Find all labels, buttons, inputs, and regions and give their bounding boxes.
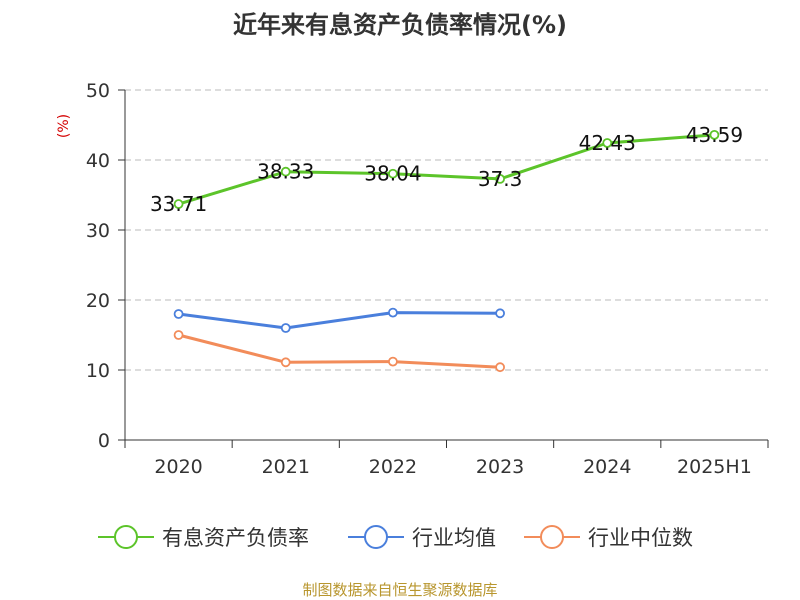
x-tick-label: 2020 — [154, 456, 202, 478]
y-tick-label: 20 — [86, 290, 110, 312]
legend-label: 有息资产负债率 — [162, 526, 309, 550]
x-tick-label: 2021 — [262, 456, 310, 478]
y-tick-label: 10 — [86, 360, 110, 382]
data-label: 43.59 — [686, 123, 743, 147]
series-point — [602, 138, 613, 148]
series-point — [173, 199, 184, 209]
chart-title: 近年来有息资产负债率情况(%) — [233, 11, 567, 39]
y-tick-label: 0 — [98, 430, 110, 452]
series-point — [173, 330, 184, 340]
series-point — [495, 308, 505, 319]
y-tick-label: 30 — [86, 220, 110, 242]
x-tick-label: 2025H1 — [677, 456, 752, 478]
data-label: 42.43 — [579, 131, 636, 155]
series-point — [495, 173, 505, 184]
series-line — [178, 311, 501, 330]
data-labels: 33.71 38.33 38.04 37.3 42.43 43.59 — [150, 123, 743, 216]
data-label: 33.71 — [150, 192, 207, 216]
series-point — [280, 357, 291, 368]
legend-label: 行业中位数 — [588, 526, 693, 550]
series-point — [388, 168, 398, 179]
legend-item: 行业中位数 — [524, 525, 693, 550]
data-label: 38.04 — [364, 162, 421, 186]
series-point — [280, 166, 291, 177]
series-line — [178, 333, 501, 369]
data-label: 38.33 — [257, 160, 314, 184]
series-point — [280, 323, 291, 333]
series — [173, 129, 720, 373]
x-tick-label: 2024 — [583, 456, 631, 478]
series-point — [709, 129, 720, 140]
y-tick-label: 40 — [86, 150, 110, 172]
axes: 0 10 20 30 40 50 2020 2021 2022 2023 2024 2025H1 — [86, 80, 769, 478]
y-tick-label: 50 — [86, 80, 110, 102]
legend-marker — [364, 525, 388, 549]
series-line — [178, 133, 715, 206]
y-axis-unit: (%) — [56, 114, 72, 138]
legend: 有息资产负债率 行业均值 行业中位数 — [98, 525, 693, 550]
grid — [125, 89, 768, 371]
series-point — [495, 362, 505, 373]
legend-item: 有息资产负债率 — [98, 525, 309, 550]
data-label: 37.3 — [478, 167, 523, 191]
legend-marker — [540, 525, 564, 549]
legend-marker — [114, 525, 138, 549]
legend-item: 行业均值 — [348, 525, 496, 550]
series-point — [388, 356, 398, 367]
series-point — [173, 309, 184, 319]
legend-label: 行业均值 — [412, 526, 496, 550]
x-tick-label: 2023 — [476, 456, 524, 478]
series-point — [388, 307, 398, 318]
source-note: 制图数据来自恒生聚源数据库 — [302, 581, 497, 599]
x-tick-label: 2022 — [369, 456, 417, 478]
